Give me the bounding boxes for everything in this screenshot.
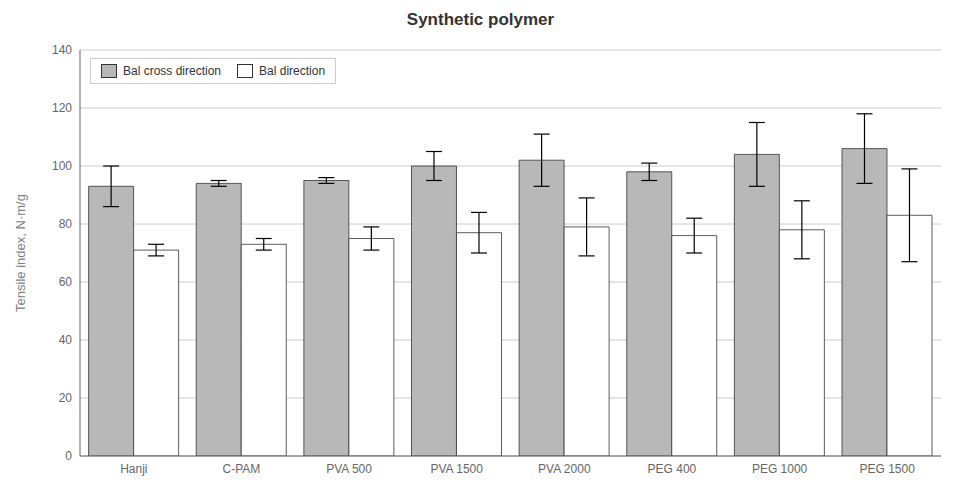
html-text:Bal direction: Bal direction xyxy=(259,64,326,78)
svg-text:PEG 400: PEG 400 xyxy=(648,462,697,476)
svg-text:PEG 1500: PEG 1500 xyxy=(860,462,916,476)
svg-text:PEG 1000: PEG 1000 xyxy=(752,462,808,476)
svg-text:PVA 2000: PVA 2000 xyxy=(538,462,591,476)
svg-text:0: 0 xyxy=(65,449,72,463)
html-text:Synthetic polymer: Synthetic polymer xyxy=(406,10,555,29)
svg-text:C-PAM: C-PAM xyxy=(223,462,261,476)
svg-text:20: 20 xyxy=(59,391,73,405)
svg-text:80: 80 xyxy=(59,217,73,231)
html-text:Bal cross direction: Bal cross direction xyxy=(123,64,221,78)
svg-text:40: 40 xyxy=(59,333,73,347)
svg-text:140: 140 xyxy=(52,43,72,57)
svg-text:120: 120 xyxy=(52,101,72,115)
svg-text:100: 100 xyxy=(52,159,72,173)
svg-text:PVA 500: PVA 500 xyxy=(326,462,372,476)
svg-text:PVA 1500: PVA 1500 xyxy=(430,462,483,476)
svg-text:Hanji: Hanji xyxy=(120,462,147,476)
svg-text:60: 60 xyxy=(59,275,73,289)
svg-text:Tensile index, N·m/g: Tensile index, N·m/g xyxy=(13,194,28,312)
